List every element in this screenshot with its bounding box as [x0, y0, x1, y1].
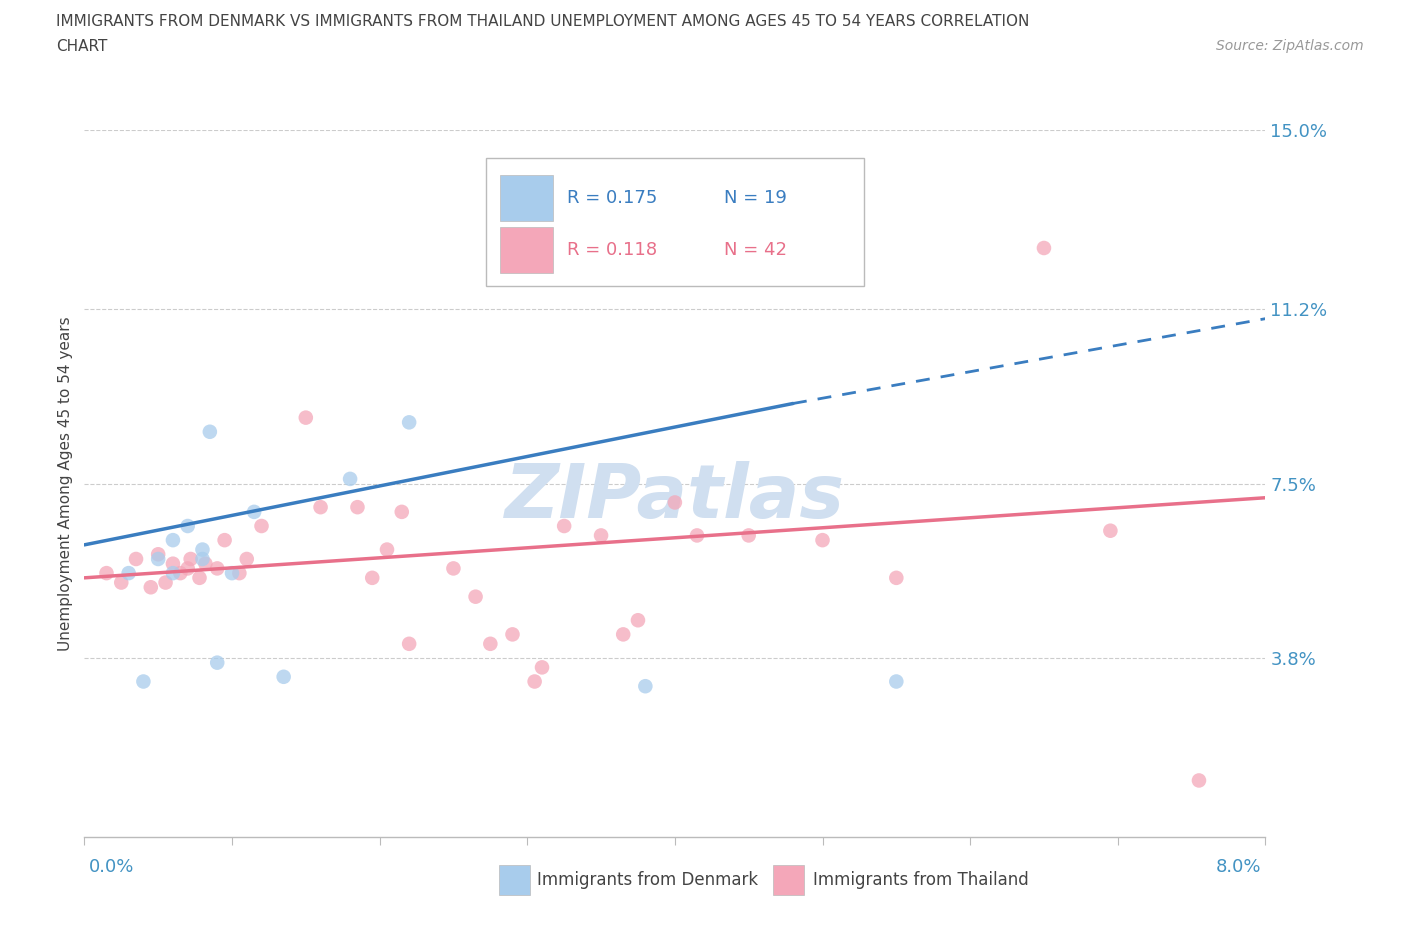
Point — [180, 551, 202, 566]
Text: Immigrants from Denmark: Immigrants from Denmark — [537, 870, 758, 889]
Point — [886, 570, 908, 585]
Point — [155, 575, 177, 590]
Point — [205, 561, 228, 576]
Point — [191, 542, 214, 557]
Point — [375, 542, 398, 557]
Text: R = 0.118: R = 0.118 — [568, 241, 658, 259]
Point — [398, 636, 420, 651]
Y-axis label: Unemployment Among Ages 45 to 54 years: Unemployment Among Ages 45 to 54 years — [58, 316, 73, 651]
Point — [177, 519, 200, 534]
Point — [194, 556, 217, 571]
Point — [177, 561, 200, 576]
Text: IMMIGRANTS FROM DENMARK VS IMMIGRANTS FROM THAILAND UNEMPLOYMENT AMONG AGES 45 T: IMMIGRANTS FROM DENMARK VS IMMIGRANTS FR… — [56, 14, 1029, 29]
Point — [235, 551, 259, 566]
FancyBboxPatch shape — [486, 158, 863, 286]
Point — [162, 533, 184, 548]
Point — [148, 551, 170, 566]
Point — [243, 504, 266, 519]
Point — [96, 565, 118, 580]
Point — [591, 528, 613, 543]
Text: 0.0%: 0.0% — [89, 858, 134, 876]
Point — [811, 533, 834, 548]
Text: N = 42: N = 42 — [724, 241, 787, 259]
Point — [391, 504, 413, 519]
Point — [148, 547, 170, 562]
Text: Immigrants from Thailand: Immigrants from Thailand — [813, 870, 1028, 889]
Point — [162, 556, 184, 571]
Point — [169, 565, 191, 580]
Point — [1188, 773, 1211, 788]
Point — [273, 670, 295, 684]
Text: 8.0%: 8.0% — [1216, 858, 1261, 876]
Point — [250, 519, 273, 534]
Point — [139, 579, 162, 594]
Point — [553, 519, 575, 534]
Point — [523, 674, 546, 689]
Point — [214, 533, 236, 548]
Point — [479, 636, 502, 651]
Point — [346, 499, 368, 514]
Point — [118, 565, 141, 580]
Point — [634, 679, 657, 694]
Text: Source: ZipAtlas.com: Source: ZipAtlas.com — [1216, 39, 1364, 53]
Point — [664, 495, 686, 510]
Point — [441, 561, 464, 576]
FancyBboxPatch shape — [501, 176, 553, 221]
Point — [361, 570, 384, 585]
Point — [132, 674, 155, 689]
Point — [125, 551, 148, 566]
Text: ZIPatlas: ZIPatlas — [505, 461, 845, 534]
Point — [1032, 241, 1054, 256]
Text: R = 0.175: R = 0.175 — [568, 190, 658, 207]
Point — [501, 627, 523, 642]
Point — [191, 551, 214, 566]
Point — [110, 575, 132, 590]
Point — [464, 590, 486, 604]
Point — [686, 528, 709, 543]
Point — [1099, 524, 1122, 538]
Point — [398, 415, 420, 430]
Point — [516, 198, 538, 213]
Point — [198, 424, 221, 439]
FancyBboxPatch shape — [501, 227, 553, 273]
Point — [339, 472, 361, 486]
Text: N = 19: N = 19 — [724, 190, 787, 207]
Point — [309, 499, 332, 514]
Point — [531, 660, 554, 675]
Text: CHART: CHART — [56, 39, 108, 54]
Point — [162, 565, 184, 580]
Point — [295, 410, 318, 425]
Point — [612, 627, 634, 642]
Point — [738, 528, 761, 543]
Point — [627, 613, 650, 628]
Point — [221, 565, 243, 580]
Point — [188, 570, 211, 585]
Point — [494, 166, 516, 180]
Point — [205, 656, 228, 671]
Point — [886, 674, 908, 689]
Point — [228, 565, 250, 580]
